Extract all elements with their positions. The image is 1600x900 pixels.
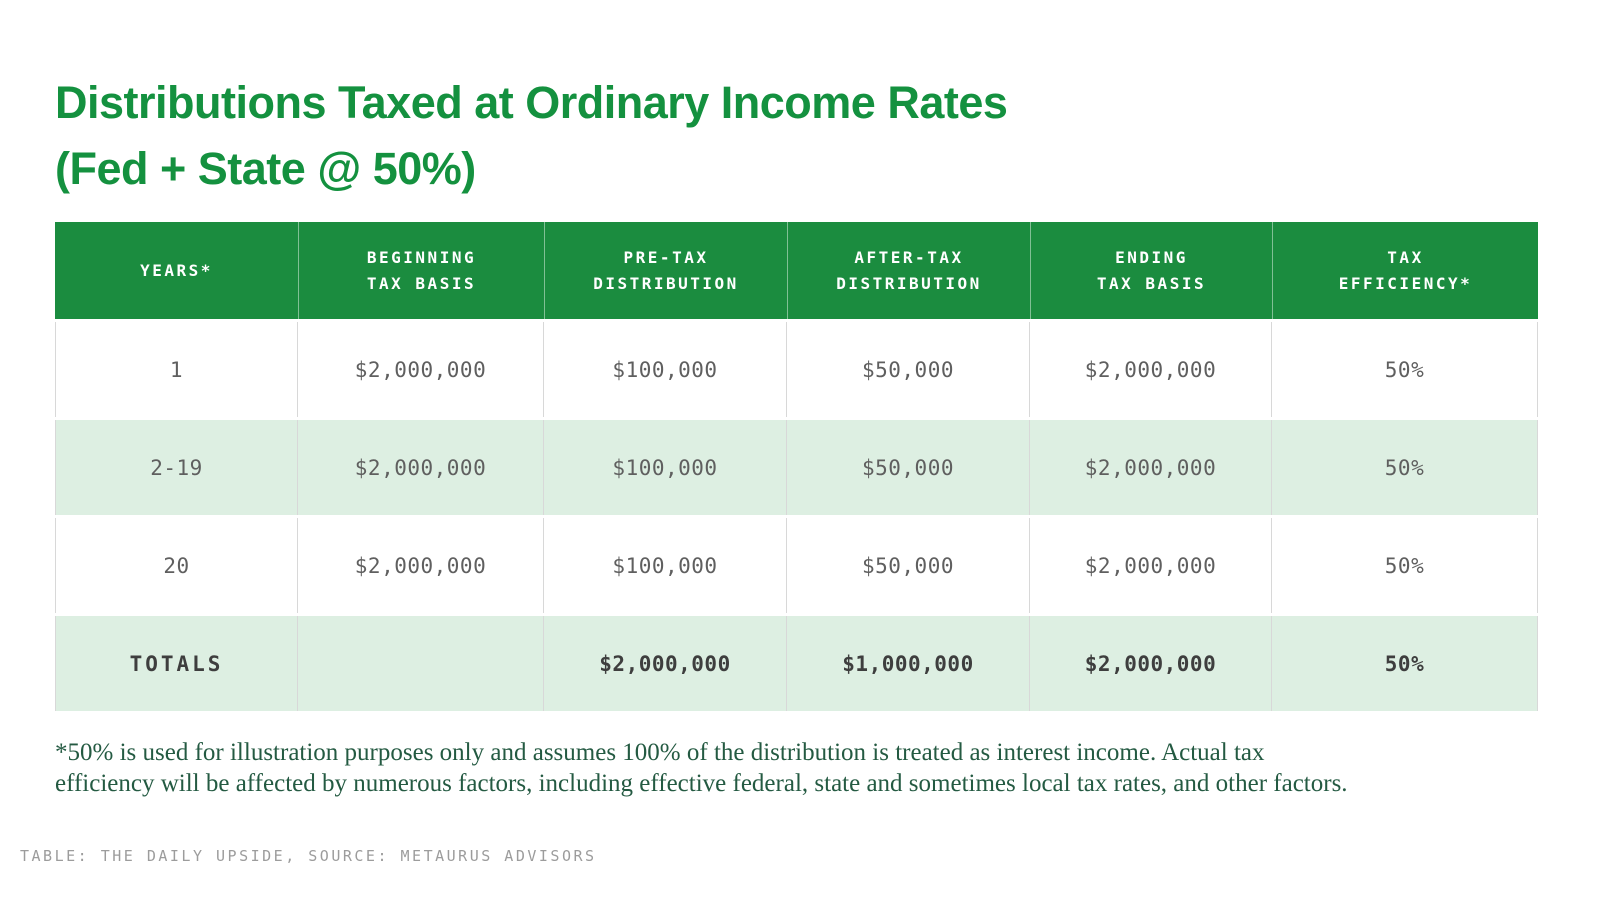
table-cell: 50% bbox=[1272, 420, 1538, 515]
column-header-years: YEARS* bbox=[140, 260, 213, 280]
column-header-pretax-distribution: PRE-TAX DISTRIBUTION bbox=[544, 222, 787, 319]
column-header-beginning-tax-basis: BEGINNING TAX BASIS bbox=[298, 222, 544, 319]
table-cell: $2,000,000 bbox=[1030, 518, 1272, 613]
column-header-ending-tax-basis: ENDING TAX BASIS bbox=[1030, 222, 1272, 319]
page: Distributions Taxed at Ordinary Income R… bbox=[0, 70, 1600, 865]
table-cell: $50,000 bbox=[787, 322, 1030, 417]
table-cell: $1,000,000 bbox=[787, 616, 1030, 711]
table-cell-empty bbox=[298, 616, 544, 711]
table-row-year-1: 1 $2,000,000 $100,000 $50,000 $2,000,000… bbox=[55, 319, 1538, 417]
table-row-year-20: 20 $2,000,000 $100,000 $50,000 $2,000,00… bbox=[55, 515, 1538, 613]
table-cell: $50,000 bbox=[787, 420, 1030, 515]
table-cell: $2,000,000 bbox=[298, 420, 544, 515]
table-cell: 1 bbox=[55, 322, 298, 417]
table-cell: $2,000,000 bbox=[544, 616, 787, 711]
table-cell: $100,000 bbox=[544, 322, 787, 417]
table-cell: $2,000,000 bbox=[1030, 420, 1272, 515]
footnote: *50% is used for illustration purposes o… bbox=[55, 739, 1348, 797]
table-cell: $2,000,000 bbox=[298, 322, 544, 417]
totals-label: TOTALS bbox=[55, 616, 298, 711]
table-cell: $2,000,000 bbox=[298, 518, 544, 613]
table-cell: $100,000 bbox=[544, 518, 787, 613]
table-header-row: YEARS* BEGINNING TAX BASIS PRE-TAX DISTR… bbox=[55, 222, 1538, 319]
column-header-aftertax-distribution: AFTER-TAX DISTRIBUTION bbox=[787, 222, 1030, 319]
table-cell: 50% bbox=[1272, 518, 1538, 613]
table-cell: 2-19 bbox=[55, 420, 298, 515]
credit-line: TABLE: THE DAILY UPSIDE, SOURCE: METAURU… bbox=[20, 847, 597, 865]
table-cell: $50,000 bbox=[787, 518, 1030, 613]
table-cell: 20 bbox=[55, 518, 298, 613]
page-title: Distributions Taxed at Ordinary Income R… bbox=[55, 77, 1008, 194]
table-cell: $100,000 bbox=[544, 420, 787, 515]
table-cell: 50% bbox=[1272, 616, 1538, 711]
table-cell: $2,000,000 bbox=[1030, 322, 1272, 417]
column-header-tax-efficiency: TAX EFFICIENCY* bbox=[1272, 222, 1538, 319]
distribution-table: YEARS* BEGINNING TAX BASIS PRE-TAX DISTR… bbox=[55, 222, 1538, 711]
table-row-years-2-19: 2-19 $2,000,000 $100,000 $50,000 $2,000,… bbox=[55, 417, 1538, 515]
table-row-totals: TOTALS $2,000,000 $1,000,000 $2,000,000 … bbox=[55, 613, 1538, 711]
table-cell: 50% bbox=[1272, 322, 1538, 417]
table-cell: $2,000,000 bbox=[1030, 616, 1272, 711]
